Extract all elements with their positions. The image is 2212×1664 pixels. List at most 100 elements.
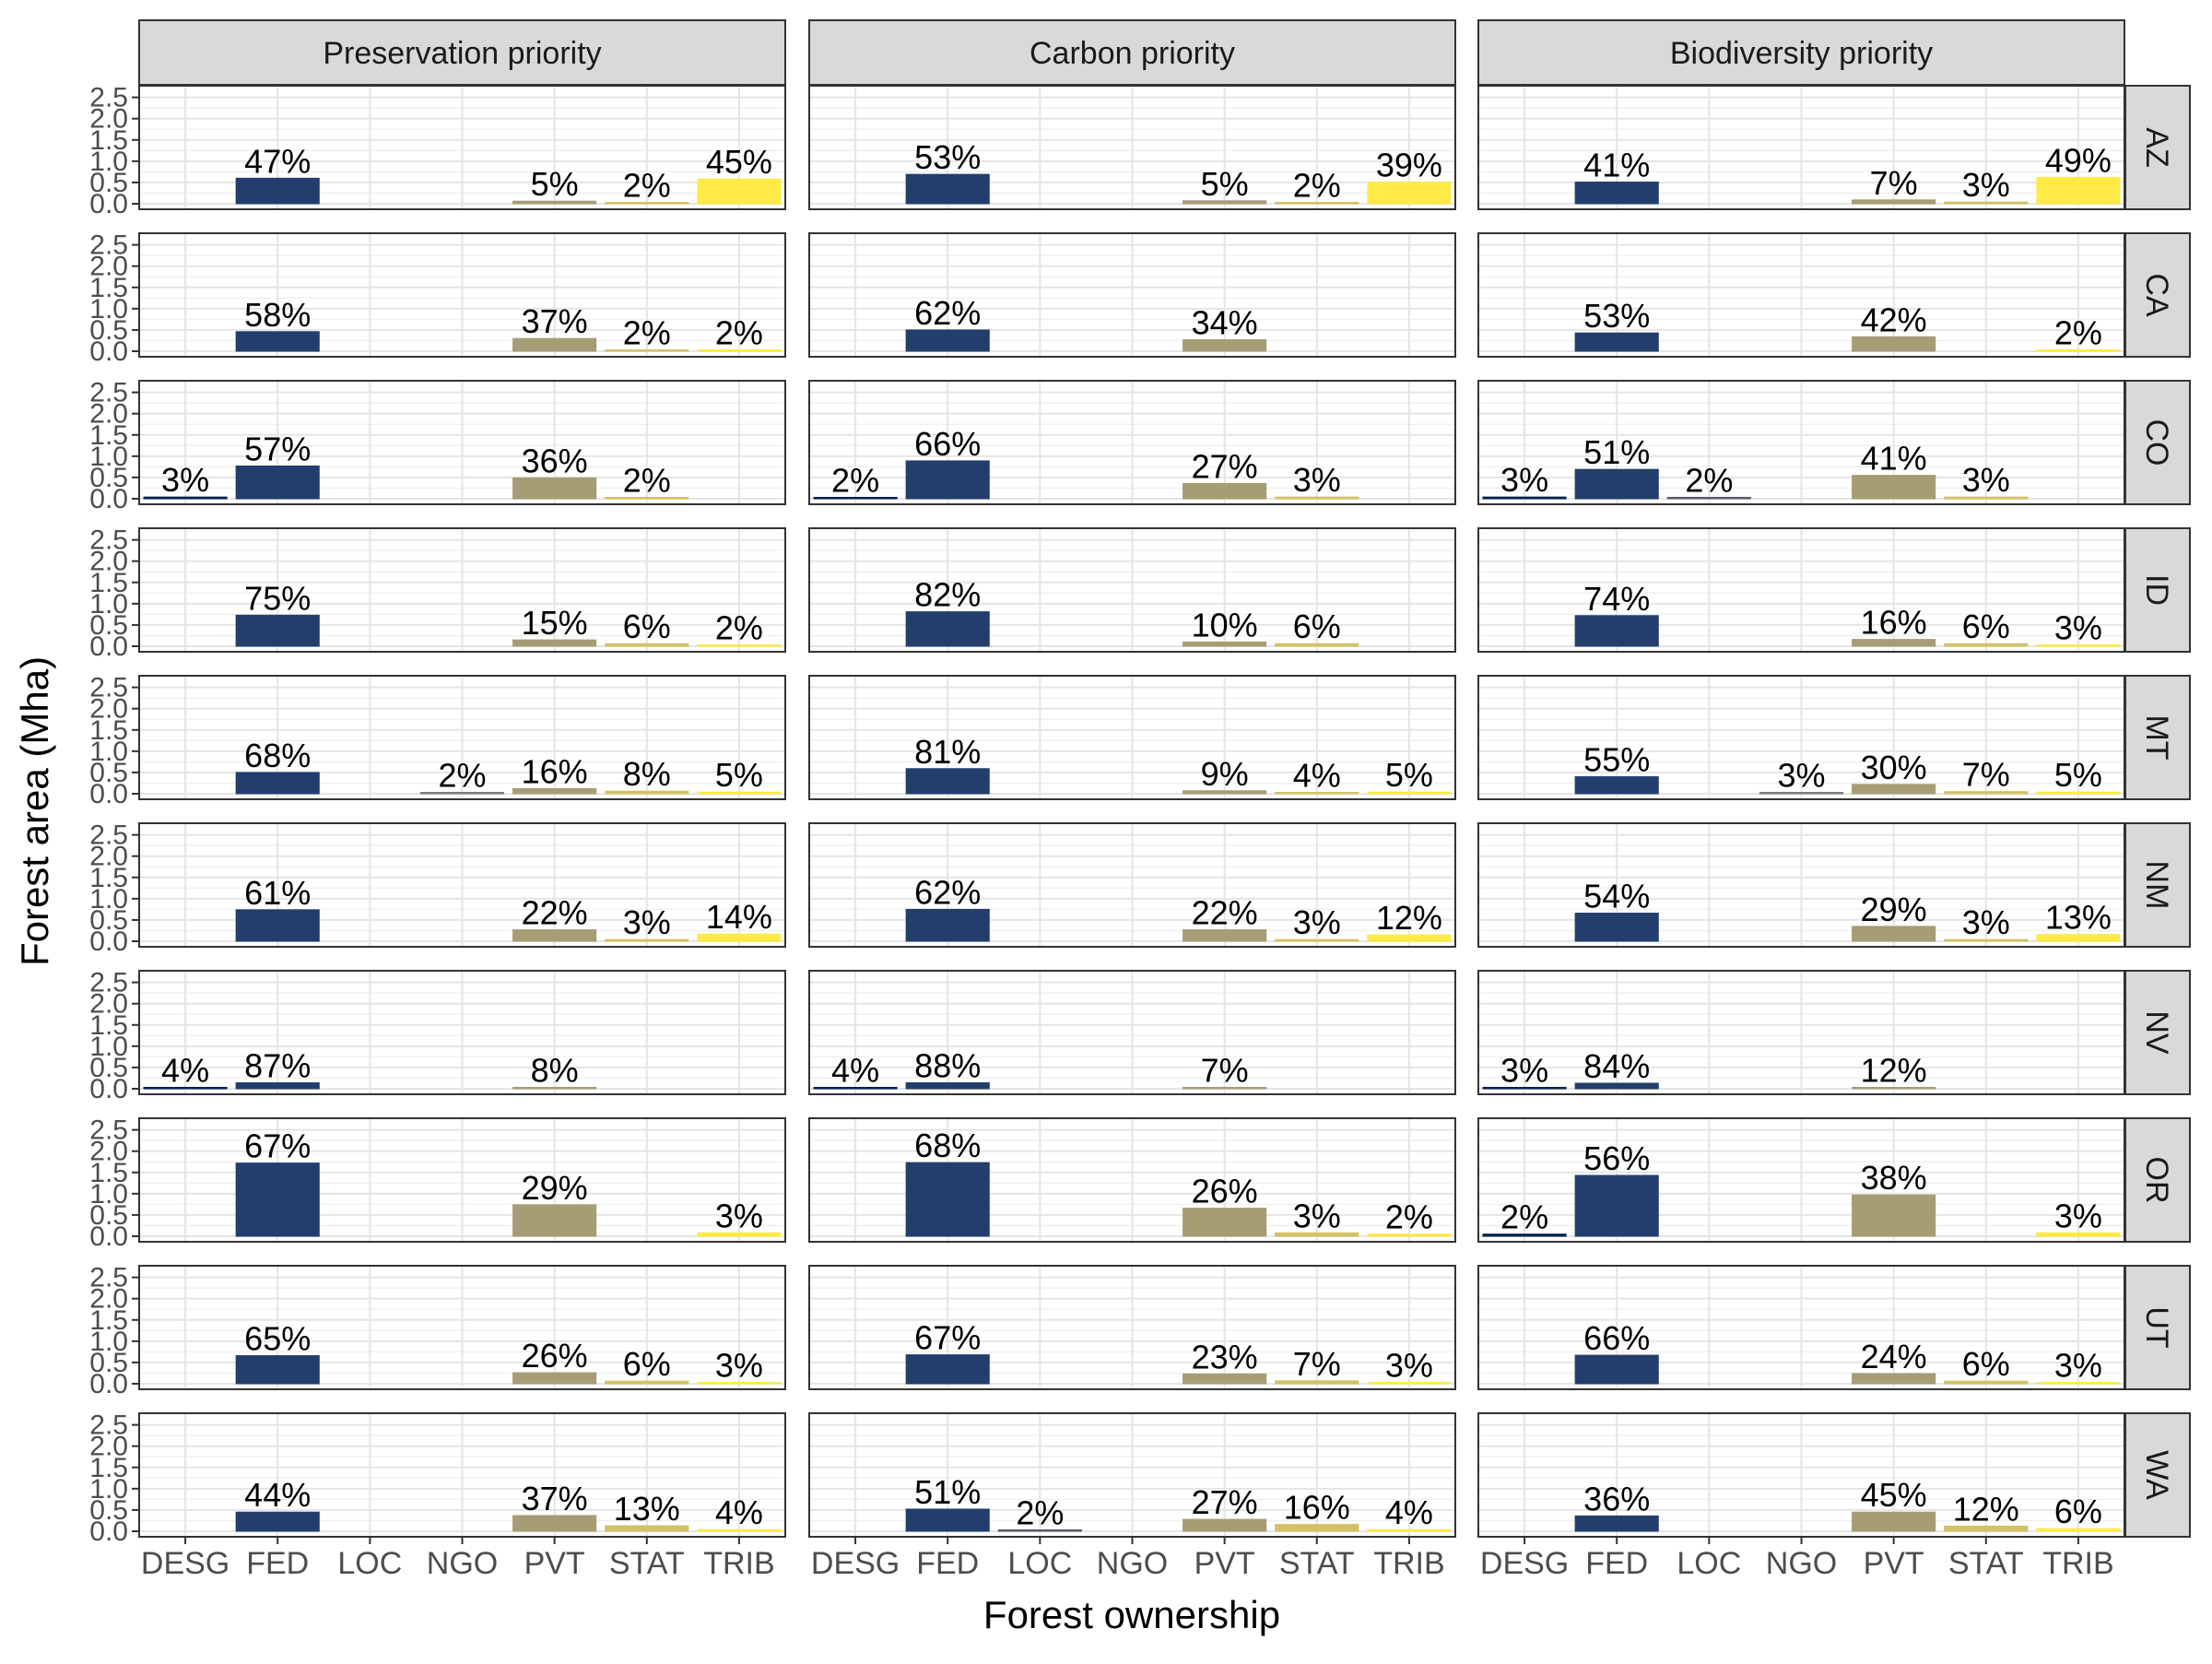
bar xyxy=(905,329,990,352)
y-tick-label: 2.0 xyxy=(89,104,128,135)
x-tick-label: LOC xyxy=(1677,1546,1741,1581)
y-tick-label: 2.5 xyxy=(89,525,128,556)
bar-data-label: 3% xyxy=(1500,1052,1548,1090)
bar-data-label: 57% xyxy=(244,430,311,467)
y-tick-label: 1.5 xyxy=(89,125,128,156)
bar xyxy=(1944,643,2029,647)
bar xyxy=(235,1355,320,1385)
y-tick-label: 1.0 xyxy=(89,737,128,767)
bar-data-label: 3% xyxy=(715,1347,763,1385)
y-tick-label: 0.0 xyxy=(89,779,128,809)
x-tick-label: LOC xyxy=(1007,1546,1072,1581)
bar-data-label: 9% xyxy=(1201,755,1249,793)
bar xyxy=(697,349,782,352)
bar xyxy=(1275,1380,1359,1385)
bar-data-label: 55% xyxy=(1583,741,1650,779)
bar-data-label: 8% xyxy=(623,755,671,793)
panel: 68% 2% 16% 8% 5% xyxy=(138,675,786,800)
bar-data-label: 4% xyxy=(715,1493,763,1531)
bar xyxy=(697,644,782,647)
bar xyxy=(697,791,782,795)
bar xyxy=(235,772,320,795)
panel-border xyxy=(808,1265,1456,1390)
row-strip: UT xyxy=(2124,1265,2191,1390)
bar xyxy=(1275,496,1359,500)
bar-data-label: 56% xyxy=(1583,1139,1650,1177)
row-strip: CA xyxy=(2124,232,2191,358)
bar xyxy=(1275,643,1359,647)
column-strip: Biodiversity priority xyxy=(1477,19,2125,86)
panel: 2% 56% 38% 3% xyxy=(1477,1117,2125,1243)
bar xyxy=(1367,1528,1452,1532)
bar-data-label: 62% xyxy=(914,873,981,911)
bar-data-label: 45% xyxy=(1861,1476,1927,1514)
y-tick-label: 0.0 xyxy=(89,631,128,662)
bar-data-label: 7% xyxy=(1293,1345,1341,1383)
y-tick-label: 2.5 xyxy=(89,1410,128,1441)
y-tick-label: 2.5 xyxy=(89,378,128,408)
bar xyxy=(512,1372,597,1385)
bar-data-label: 3% xyxy=(2054,1347,2102,1385)
y-tick-label: 1.0 xyxy=(89,884,128,915)
bar-data-label: 54% xyxy=(1583,878,1650,915)
y-tick-label: 2.5 xyxy=(89,230,128,261)
row-strip: OR xyxy=(2124,1117,2191,1243)
x-tick-label: TRIB xyxy=(1373,1546,1444,1581)
bar xyxy=(1944,201,2029,205)
panel: 44% 37% 13% 4% xyxy=(138,1412,786,1538)
bar-data-label: 7% xyxy=(1962,756,2010,794)
bar-data-label: 5% xyxy=(2054,756,2102,794)
bar-data-label: 2% xyxy=(2054,314,2102,352)
y-tick-label: 2.5 xyxy=(89,1115,128,1146)
y-tick-label: 0.5 xyxy=(89,1053,128,1083)
panel-border xyxy=(138,380,786,505)
y-tick-label: 1.0 xyxy=(89,1179,128,1210)
bar-data-label: 2% xyxy=(715,314,763,352)
bar-data-label: 6% xyxy=(623,1345,671,1383)
panel-border xyxy=(1477,1265,2125,1390)
panel-border xyxy=(1477,380,2125,505)
x-tick-label: STAT xyxy=(1279,1546,1355,1581)
bar xyxy=(1182,929,1267,942)
bar-data-label: 62% xyxy=(914,294,981,332)
bar-data-label: 3% xyxy=(623,903,671,941)
bar-data-label: 37% xyxy=(522,302,588,340)
y-tick-label: 2.0 xyxy=(89,694,128,725)
bar-data-label: 66% xyxy=(914,425,981,463)
bar-data-label: 2% xyxy=(623,314,671,352)
bar-data-label: 22% xyxy=(522,894,588,932)
x-tick-label: DESG xyxy=(811,1546,900,1581)
bar-data-label: 6% xyxy=(1962,608,2010,645)
panel: 53% 5% 2% 39% xyxy=(808,85,1456,210)
bar-data-label: 45% xyxy=(706,143,772,181)
x-tick-label: FED xyxy=(1585,1546,1648,1581)
bar xyxy=(1482,496,1567,500)
panel: 67% 29% 3% xyxy=(138,1117,786,1243)
row-strip-bg xyxy=(2124,822,2191,948)
bar xyxy=(605,790,689,795)
bar-data-label: 36% xyxy=(522,442,588,479)
bar-data-label: 3% xyxy=(715,1197,763,1234)
bar-data-label: 37% xyxy=(522,1480,588,1517)
y-tick-label: 0.5 xyxy=(89,758,128,788)
panel-border xyxy=(808,1117,1456,1243)
bar xyxy=(512,929,597,942)
panel: 66% 24% 6% 3% xyxy=(1477,1265,2125,1390)
bar-data-label: 4% xyxy=(1293,757,1341,795)
x-tick-label: PVT xyxy=(1864,1546,1924,1581)
bar-data-label: 34% xyxy=(1192,304,1258,342)
bar-data-label: 84% xyxy=(1583,1047,1650,1085)
bar-data-label: 24% xyxy=(1861,1338,1927,1375)
panel-border xyxy=(1477,85,2125,210)
column-strip: Carbon priority xyxy=(808,19,1456,86)
bar xyxy=(2036,791,2121,795)
bar-data-label: 67% xyxy=(914,1319,981,1357)
x-tick-label: NGO xyxy=(427,1546,498,1581)
bar-data-label: 3% xyxy=(1962,903,2010,941)
panel-border xyxy=(808,232,1456,358)
x-tick-label: DESG xyxy=(141,1546,229,1581)
bar-data-label: 16% xyxy=(1861,604,1927,642)
y-tick-label: 1.5 xyxy=(89,1010,128,1041)
bar xyxy=(1852,199,1936,205)
